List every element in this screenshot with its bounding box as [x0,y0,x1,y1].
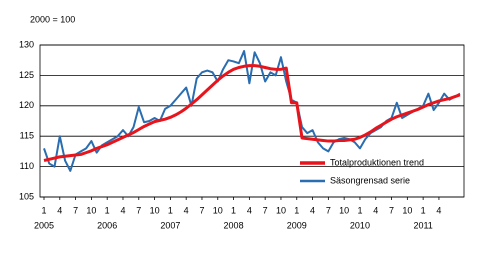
x-tick-label: 4 [310,205,315,215]
x-tick-label: 10 [213,205,223,215]
x-tick-label: 10 [339,205,349,215]
year-label: 2007 [160,220,180,230]
x-tick-label: 1 [421,205,426,215]
series-line [43,50,461,172]
x-tick-label: 4 [120,205,125,215]
x-tick-label: 4 [247,205,252,215]
x-tick-label: 1 [168,205,173,215]
y-tick-label: 120 [19,100,34,110]
year-label: 2005 [34,220,54,230]
y-tick-label: 115 [20,131,34,141]
x-tick-label: 4 [184,205,189,215]
x-tick-label: 7 [263,205,268,215]
legend-label: Säsongrensad serie [330,175,410,185]
year-label: 2006 [97,220,117,230]
y-tick-label: 110 [20,161,34,171]
x-tick-label: 7 [326,205,331,215]
x-tick-label: 7 [389,205,394,215]
y-tick-label: 105 [19,191,34,201]
x-tick-label: 10 [402,205,412,215]
x-tick-label: 10 [86,205,96,215]
x-tick-label: 10 [150,205,160,215]
x-tick-label: 1 [105,205,110,215]
x-tick-label: 7 [136,205,141,215]
plot-frame [39,44,465,198]
x-tick-label: 7 [73,205,78,215]
legend-label: Totalproduktionen trend [330,157,424,167]
x-tick-label: 1 [357,205,362,215]
year-label: 2008 [224,220,244,230]
x-tick-label: 1 [294,205,299,215]
x-tick-label: 1 [231,205,236,215]
y-tick-label: 125 [19,70,34,80]
x-tick-label: 4 [57,205,62,215]
series-line [43,64,461,162]
x-tick-label: 10 [276,205,286,215]
year-label: 2009 [287,220,307,230]
year-label: 2010 [350,220,370,230]
year-label: 2011 [413,220,432,230]
y-tick-label: 130 [19,39,34,49]
x-tick-label: 4 [436,205,441,215]
x-tick-label: 4 [373,205,378,215]
unit-label: 2000 = 100 [30,14,75,24]
x-tick-label: 1 [41,205,46,215]
x-tick-label: 7 [199,205,204,215]
